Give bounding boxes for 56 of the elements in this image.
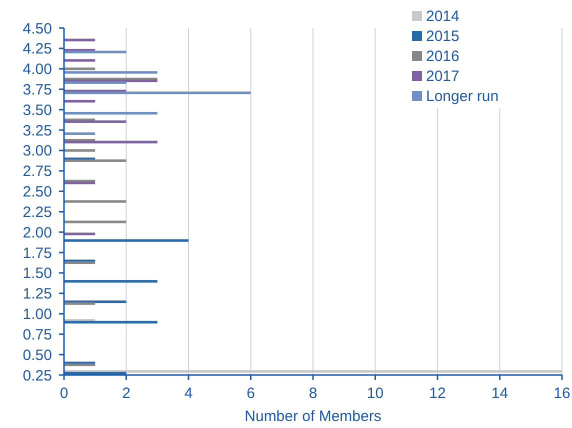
y-tick-label: 3.25	[22, 122, 52, 140]
x-tick-label: 12	[429, 385, 446, 402]
y-tick-label: 2.00	[22, 224, 52, 242]
x-tick-label: 14	[491, 385, 508, 402]
y-tick-label: 0.50	[22, 346, 52, 364]
bar	[64, 68, 96, 70]
x-tick-label: 6	[246, 385, 255, 402]
legend-label: 2017	[426, 68, 460, 85]
bar	[64, 112, 158, 115]
bar	[64, 81, 126, 84]
y-tick-label: 3.75	[22, 81, 52, 98]
legend-label: 2015	[426, 28, 460, 45]
legend-label: 2014	[426, 8, 460, 25]
bar	[64, 320, 158, 324]
bar	[64, 200, 126, 203]
x-axis-title: Number of Members	[244, 408, 382, 425]
bar	[64, 370, 562, 373]
x-tick-label: 0	[60, 385, 68, 402]
bar	[64, 220, 126, 224]
y-tick-label: 1.50	[22, 265, 52, 282]
y-tick-label: 2.50	[22, 184, 52, 201]
y-tick-label: 0.25	[22, 367, 52, 384]
y-tick-label: 1.75	[22, 244, 52, 262]
bar	[64, 372, 126, 374]
x-tick-label: 10	[366, 385, 384, 402]
y-tick-label: 3.00	[22, 142, 52, 160]
y-tick-label: 1.25	[22, 286, 52, 303]
y-tick-label: 1.00	[22, 306, 52, 324]
y-tick-label: 3.50	[22, 102, 52, 119]
bar	[64, 159, 126, 162]
x-tick-label: 4	[184, 385, 193, 402]
y-tick-label: 4.25	[22, 40, 52, 58]
bar	[64, 239, 188, 242]
bar	[64, 100, 96, 103]
bar	[64, 149, 96, 152]
y-tick-label: 4.50	[22, 20, 52, 38]
bar	[64, 140, 158, 144]
y-tick-label: 2.75	[22, 163, 52, 180]
bar	[64, 132, 96, 135]
legend-label: Longer run	[426, 88, 499, 105]
bar	[64, 71, 158, 74]
bar	[64, 302, 96, 305]
x-tick-label: 16	[554, 385, 570, 402]
bar	[64, 232, 96, 236]
y-tick-label: 2.25	[22, 204, 52, 221]
bar	[64, 59, 96, 62]
x-tick-label: 8	[308, 385, 318, 402]
x-tick-label: 2	[122, 385, 130, 402]
bar	[64, 280, 158, 283]
bar	[64, 50, 126, 54]
legend-label: 2016	[426, 48, 460, 65]
bar	[64, 38, 96, 42]
y-tick-label: 4.00	[22, 61, 52, 78]
y-tick-label: 0.75	[22, 326, 52, 344]
bar	[64, 120, 126, 123]
bar	[64, 92, 251, 94]
